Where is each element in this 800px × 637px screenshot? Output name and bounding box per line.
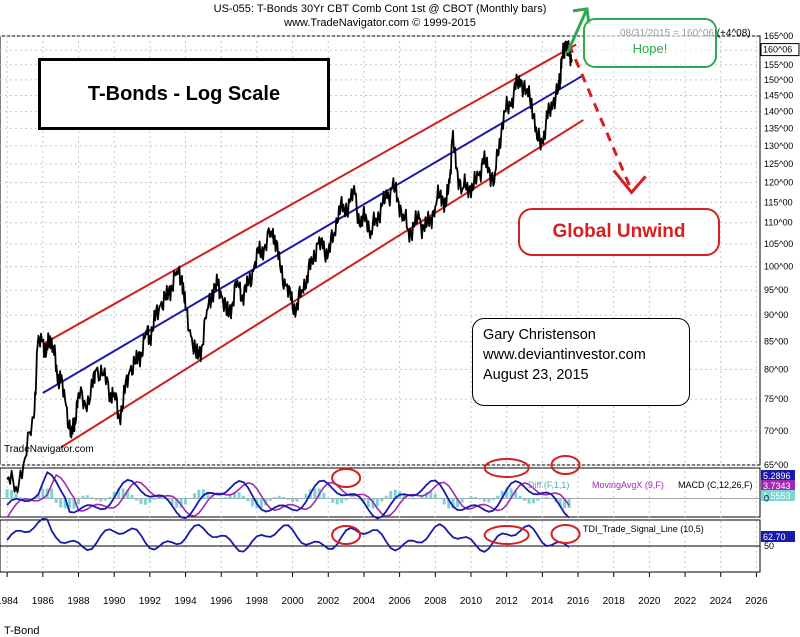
highlight-circle xyxy=(331,525,362,545)
x-tick-label: 1996 xyxy=(210,596,233,607)
x-tick-label: 2020 xyxy=(638,596,661,607)
y-tick-label: 90^00 xyxy=(764,310,788,320)
x-tick-label: 2010 xyxy=(460,596,483,607)
y-tick-label: 80^00 xyxy=(764,364,788,374)
price-line xyxy=(6,40,573,494)
macd-legend-ma: MovingAvgX (9,F) xyxy=(592,480,664,490)
author-name: Gary Christenson xyxy=(483,327,596,343)
x-tick-label: 1992 xyxy=(139,596,162,607)
unwind-projection-line xyxy=(567,43,633,191)
x-tick-label: 2012 xyxy=(496,596,519,607)
chart-title: US-055: T-Bonds 30Yr CBT Comb Cont 1st @… xyxy=(213,3,547,15)
y-tick-label: 110^00 xyxy=(764,218,793,228)
hope-box: Hope! xyxy=(583,18,717,68)
macd-line xyxy=(6,470,570,520)
last-price-tag xyxy=(760,43,800,57)
macd-value-label: 3.7343 xyxy=(763,481,791,491)
y-tick-label: 105^00 xyxy=(764,239,793,249)
x-tick-label: 2022 xyxy=(674,596,697,607)
x-tick-label: 1994 xyxy=(174,596,197,607)
x-tick-label: 2016 xyxy=(567,596,590,607)
y-tick-label: 65^00 xyxy=(764,460,788,470)
unwind-arrow-head xyxy=(612,169,647,195)
y-tick-label: 165^00 xyxy=(764,31,793,41)
x-tick-label: 2008 xyxy=(424,596,447,607)
macd-legend-macd: MACD (C,12,26,F) xyxy=(678,480,753,490)
macd-legend-diff: Diff (F,1,1) xyxy=(528,480,569,490)
x-tick-label: 2014 xyxy=(531,596,554,607)
macd-value-tag xyxy=(761,470,795,481)
last-price-label: 160^06 xyxy=(763,45,792,55)
x-tick-label: 2026 xyxy=(745,596,768,607)
upper-channel-line xyxy=(42,43,577,346)
y-tick-label: 150^00 xyxy=(764,75,793,85)
x-tick-label: 2006 xyxy=(388,596,411,607)
macd-signal-line xyxy=(6,473,570,518)
y-tick-label: 140^00 xyxy=(764,107,793,117)
x-tick-label: 2018 xyxy=(603,596,626,607)
x-tick-label: 2024 xyxy=(710,596,733,607)
author-date: August 23, 2015 xyxy=(483,367,589,383)
y-tick-label: 120^00 xyxy=(764,178,793,188)
title-annotation-box: T-Bonds - Log Scale xyxy=(38,58,330,130)
global-unwind-box: Global Unwind xyxy=(518,208,720,256)
trend-line xyxy=(42,74,584,394)
y-tick-label: 75^00 xyxy=(764,394,788,404)
y-tick-label: 95^00 xyxy=(764,285,788,295)
macd-value-tag xyxy=(761,480,795,491)
lower-channel-line xyxy=(60,119,584,449)
highlight-circle xyxy=(331,468,362,488)
y-tick-label: 85^00 xyxy=(764,336,788,346)
tdi-line xyxy=(6,517,570,553)
x-tick-label: 2004 xyxy=(353,596,376,607)
tdi-50-label: 50 xyxy=(764,541,774,551)
x-tick-label: 1986 xyxy=(32,596,55,607)
y-tick-label: 100^00 xyxy=(764,262,793,272)
bottom-left-label: T-Bond xyxy=(4,625,40,637)
macd-value-label: 1.5553 xyxy=(763,491,791,501)
source-label: TradeNavigator.com xyxy=(4,444,94,455)
x-tick-label: 2000 xyxy=(281,596,304,607)
chart-subtitle: www.TradeNavigator.com © 1999-2015 xyxy=(284,17,476,29)
tdi-legend: TDI_Trade_Signal_Line (10,5) xyxy=(583,524,704,534)
macd-value-label: 5.2896 xyxy=(763,471,791,481)
author-site: www.deviantinvestor.com xyxy=(483,347,646,363)
x-tick-label: 1984 xyxy=(0,596,19,607)
y-tick-label: 155^00 xyxy=(764,60,793,70)
y-tick-label: 115^00 xyxy=(764,197,793,207)
y-tick-label: 135^00 xyxy=(764,123,793,133)
highlight-circle xyxy=(483,458,530,478)
hope-arrow-line xyxy=(565,8,589,54)
x-tick-label: 2002 xyxy=(317,596,340,607)
tdi-value-label: 62.70 xyxy=(763,532,786,542)
y-tick-label: 70^00 xyxy=(764,426,788,436)
x-tick-label: 1988 xyxy=(67,596,90,607)
highlight-circle xyxy=(483,525,530,545)
macd-value-tag xyxy=(761,490,795,501)
y-tick-label: 130^00 xyxy=(764,141,793,151)
x-tick-label: 1990 xyxy=(103,596,126,607)
y-tick-label: 125^00 xyxy=(764,159,793,169)
macd-zero-label: 0 xyxy=(764,494,769,504)
highlight-circle xyxy=(550,524,581,544)
highlight-circle xyxy=(550,455,581,475)
y-tick-label: 145^00 xyxy=(764,91,793,101)
author-annotation-box: Gary Christenson www.deviantinvestor.com… xyxy=(472,318,690,406)
tdi-value-tag xyxy=(761,531,795,542)
x-tick-label: 1998 xyxy=(246,596,269,607)
